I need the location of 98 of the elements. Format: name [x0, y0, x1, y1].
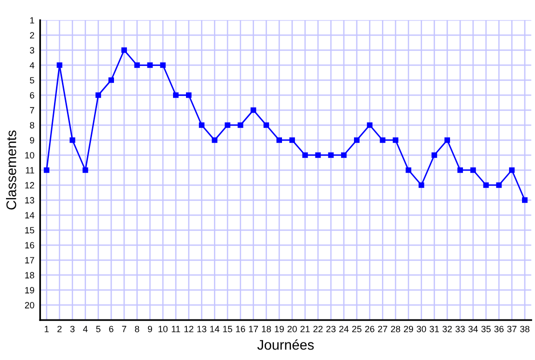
point — [444, 137, 450, 143]
y-tick-label: 19 — [25, 287, 34, 294]
point — [328, 152, 334, 158]
x-tick-label: 11 — [172, 326, 180, 332]
x-tick-label: 1 — [44, 326, 49, 332]
x-tick-label: 38 — [520, 326, 530, 332]
y-tick-label: 17 — [25, 257, 34, 264]
y-tick-label: 6 — [30, 92, 34, 98]
x-tick-label: 20 — [288, 326, 297, 332]
point — [134, 62, 140, 68]
y-tick-label: 18 — [25, 272, 34, 278]
point — [238, 122, 244, 128]
x-tick-label: 34 — [468, 326, 478, 332]
y-tick-label: 8 — [30, 122, 34, 128]
x-tick-label: 12 — [184, 326, 194, 332]
x-tick-label: 29 — [404, 326, 414, 332]
point — [354, 137, 360, 143]
point — [418, 182, 424, 188]
point — [470, 167, 476, 173]
point — [121, 47, 127, 53]
x-tick-label: 18 — [262, 326, 271, 332]
y-tick-label: 3 — [30, 47, 34, 54]
x-tick-label: 7 — [122, 326, 126, 332]
x-tick-label: 13 — [197, 326, 206, 332]
x-tick-label: 9 — [148, 326, 152, 332]
x-axis-title: Journées — [257, 339, 314, 350]
point — [96, 92, 102, 98]
point — [392, 137, 398, 143]
x-tick-label: 3 — [70, 326, 75, 332]
point — [147, 62, 153, 68]
x-tick-label: 25 — [352, 326, 362, 332]
point — [432, 152, 438, 158]
x-tick-label: 17 — [249, 326, 258, 332]
y-tick-label: 5 — [30, 77, 34, 84]
x-tick-label: 28 — [390, 326, 400, 332]
x-tick-label: 16 — [236, 326, 246, 332]
y-tick-label: 20 — [24, 302, 34, 308]
point — [302, 152, 308, 158]
y-tick-label: 14 — [25, 212, 34, 218]
y-tick-label: 10 — [25, 152, 34, 158]
x-tick-label: 31 — [430, 326, 439, 332]
x-tick-label: 37 — [507, 326, 516, 332]
y-tick-label: 12 — [25, 182, 34, 188]
x-tick-label: 21 — [300, 326, 310, 332]
y-tick-label: 7 — [30, 107, 34, 114]
x-tick-label: 26 — [365, 326, 374, 332]
point — [496, 182, 502, 188]
y-axis-title: Classements — [6, 130, 16, 210]
point — [224, 122, 230, 128]
point — [160, 62, 166, 68]
x-tick-label: 30 — [416, 326, 426, 332]
y-tick-label: 4 — [30, 62, 34, 68]
y-tick-label: 16 — [25, 242, 34, 248]
point — [70, 137, 76, 143]
x-tick-label: 22 — [313, 326, 323, 332]
point — [276, 137, 282, 143]
y-tick-label: 13 — [25, 197, 34, 204]
point — [483, 182, 489, 188]
x-tick-label: 10 — [158, 326, 168, 332]
x-tick-label: 35 — [481, 326, 491, 332]
x-tick-label: 32 — [442, 326, 452, 332]
y-tick-label: 1 — [30, 17, 34, 24]
point — [173, 92, 179, 98]
point — [198, 122, 204, 128]
x-tick-label: 27 — [378, 326, 388, 332]
x-tick-label: 2 — [57, 326, 62, 332]
point — [522, 197, 528, 203]
y-tick-label: 2 — [30, 32, 34, 38]
point — [406, 167, 412, 173]
x-tick-label: 8 — [134, 326, 140, 332]
point — [366, 122, 372, 128]
point — [108, 77, 114, 83]
point — [82, 167, 88, 173]
x-tick-label: 33 — [455, 326, 465, 332]
x-tick-label: 23 — [326, 326, 336, 332]
x-tick-label: 15 — [223, 326, 232, 332]
x-tick-label: 36 — [494, 326, 504, 332]
point — [289, 137, 295, 143]
point — [186, 92, 192, 98]
point — [44, 167, 50, 173]
point — [264, 122, 270, 128]
point — [341, 152, 347, 158]
x-tick-label: 4 — [83, 326, 88, 332]
point — [380, 137, 386, 143]
point — [212, 137, 218, 143]
y-tick-label: 9 — [30, 137, 34, 144]
point — [250, 107, 256, 113]
y-tick-label: 15 — [25, 227, 34, 234]
point — [56, 62, 62, 68]
point — [457, 167, 463, 173]
y-tick-label: 11 — [26, 167, 34, 174]
x-tick-label: 5 — [96, 326, 100, 332]
point — [509, 167, 515, 173]
x-tick-label: 6 — [109, 326, 114, 332]
point — [315, 152, 321, 158]
x-tick-label: 19 — [274, 326, 284, 332]
x-tick-label: 14 — [210, 326, 220, 332]
x-tick-label: 24 — [339, 326, 349, 332]
